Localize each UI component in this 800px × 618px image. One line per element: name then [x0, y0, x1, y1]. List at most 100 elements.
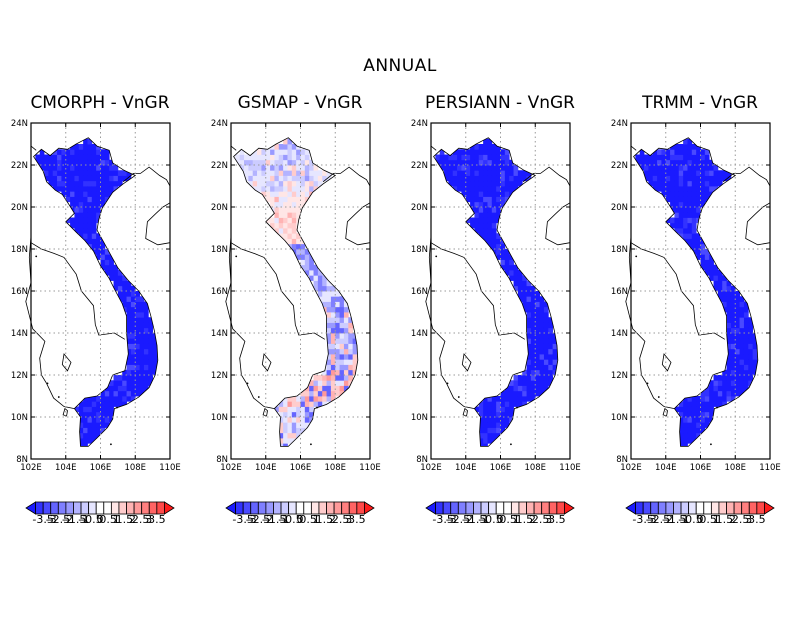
grid-cell [491, 401, 497, 407]
grid-cell [717, 401, 723, 407]
grid-cell [509, 270, 514, 276]
grid-cell [65, 165, 71, 171]
grid-cell [704, 175, 710, 182]
grid-cell [526, 317, 532, 323]
grid-cell [491, 159, 497, 166]
grid-cell [700, 422, 706, 428]
grid-cell [526, 301, 532, 308]
grid-cell [517, 375, 523, 381]
grid-cell [535, 296, 540, 302]
grid-cell [465, 196, 471, 203]
grid-cell [126, 285, 132, 292]
grid-cell [700, 149, 706, 155]
grid-cell [704, 417, 710, 423]
grid-cell [522, 385, 527, 392]
grid-cell [504, 417, 510, 423]
grid-cell [674, 170, 680, 176]
grid-cell [343, 312, 349, 318]
grid-cell [500, 180, 506, 187]
grid-cell [743, 338, 749, 344]
grid-cell [48, 165, 54, 171]
grid-cell [126, 359, 132, 365]
grid-cell [483, 217, 488, 224]
grid-cell [743, 359, 749, 365]
grid-cell [96, 417, 101, 423]
grid-cell [100, 175, 106, 182]
grid-cell [691, 149, 697, 155]
grid-cell [670, 201, 675, 208]
grid-cell [313, 375, 319, 381]
grid-cell [496, 154, 501, 161]
grid-cell [274, 406, 280, 413]
grid-cell [470, 165, 475, 171]
grid-cell [491, 144, 497, 150]
grid-cell [539, 354, 545, 360]
grid-cell [526, 175, 532, 182]
grid-cell [674, 180, 680, 187]
grid-cell [304, 249, 310, 255]
grid-cell [287, 144, 293, 150]
grid-cell [122, 175, 127, 182]
grid-cell [722, 275, 727, 281]
colorbar-label: 0.5 [299, 513, 317, 526]
colorbar-label: -2.5 [49, 513, 70, 526]
grid-cell [709, 165, 714, 171]
grid-cell [309, 165, 314, 171]
grid-cell [500, 191, 506, 197]
grid-cell [735, 296, 740, 302]
grid-cell [96, 396, 101, 402]
grid-cell [735, 385, 740, 392]
colorbar-label: 2.5 [332, 513, 350, 526]
grid-cell [665, 180, 671, 187]
grid-cell [257, 170, 262, 176]
grid-cell [109, 175, 114, 182]
grid-cell [461, 170, 467, 176]
grid-cell [70, 201, 75, 208]
grid-cell [152, 343, 158, 350]
grid-cell [296, 422, 301, 428]
grid-cell [530, 333, 536, 339]
grid-cell [483, 165, 488, 171]
grid-cell [687, 427, 693, 434]
grid-cell [330, 312, 336, 318]
island-dot [446, 382, 449, 385]
map-panel-cmorph: CMORPH - VnGR 24N 22N 20N 18N 16N 14N 12N 10N 8N… [0, 0, 200, 618]
grid-cell [91, 401, 97, 407]
grid-cell [148, 380, 154, 386]
grid-cell [709, 401, 714, 407]
grid-cell [717, 390, 723, 397]
grid-cell [687, 411, 693, 418]
grid-cell [39, 159, 45, 166]
lon-tick-label: 110E [559, 463, 581, 473]
lon-tick-label: 104E [655, 463, 677, 473]
colorbar-label: -2.5 [649, 513, 670, 526]
lat-tick-label: 22N [11, 161, 28, 171]
grid-cell [726, 338, 732, 344]
grid-cell [483, 212, 488, 218]
grid-cell [526, 306, 532, 313]
grid-cell [39, 154, 45, 161]
grid-cell [291, 149, 297, 155]
grid-cell [300, 417, 306, 423]
grid-cell [539, 364, 545, 371]
grid-cell [743, 301, 749, 308]
grid-cell [304, 396, 310, 402]
grid-cell [135, 301, 140, 308]
grid-cell [148, 327, 154, 334]
coastline [522, 166, 571, 187]
grid-cell [513, 280, 519, 287]
grid-cell [452, 149, 458, 155]
grid-cell [291, 411, 297, 418]
map-panel-gsmap: GSMAP - VnGR 24N 22N 20N 18N 16N 14N 12N 10N 8N 1… [200, 0, 400, 618]
grid-cell [78, 417, 84, 423]
grid-cell [670, 175, 675, 182]
grid-cell [270, 165, 275, 171]
lat-tick-label: 16N [611, 287, 628, 297]
grid-cell [639, 165, 645, 171]
grid-cell [83, 438, 88, 444]
grid-cell [739, 354, 745, 360]
lon-tick-label: 106E [690, 463, 712, 473]
grid-cell [678, 149, 684, 155]
grid-cell [478, 191, 484, 197]
grid-cell [535, 369, 540, 376]
